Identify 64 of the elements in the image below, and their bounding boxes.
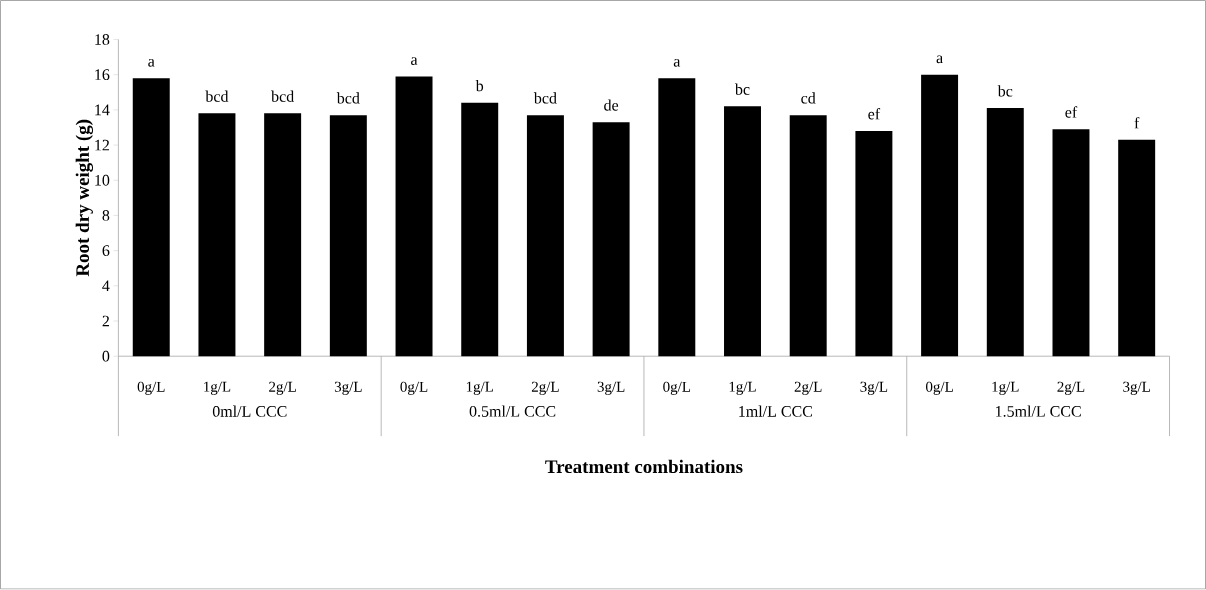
x-tick-label: 3g/L — [597, 381, 625, 396]
data-label: ef — [868, 108, 881, 120]
x-tick-label: 3g/L — [1123, 381, 1150, 396]
bar — [1118, 140, 1156, 357]
y-tick-label: 8 — [102, 210, 110, 222]
data-label: cd — [801, 92, 816, 104]
y-tick-label: 12 — [95, 140, 109, 151]
data-label: ef — [1065, 106, 1078, 118]
data-label: a — [673, 59, 681, 67]
bar — [724, 106, 761, 357]
x-tick-label: 1g/L — [466, 381, 493, 396]
x-tick-label: 2g/L — [794, 381, 822, 396]
bar — [789, 115, 827, 357]
y-tick-label: 18 — [95, 34, 110, 46]
text: 1ml/L CCC — [739, 405, 813, 418]
x-tick-label: 3g/L — [860, 381, 888, 396]
text: 1.5ml/L CCC — [996, 405, 1081, 418]
bar — [461, 103, 499, 357]
bar — [132, 78, 170, 357]
data-label: a — [936, 55, 943, 64]
x-tick-label: 0g/L — [400, 381, 428, 396]
x-tick-label: 2g/L — [1057, 381, 1085, 396]
x-tick-label: 0g/L — [926, 381, 953, 396]
y-tick-label: 2 — [102, 315, 109, 327]
y-tick-label: 14 — [95, 104, 110, 116]
data-label: bc — [734, 83, 750, 96]
data-label: b — [475, 80, 484, 92]
y-tick-label: 6 — [102, 245, 110, 257]
y-tick-label: 16 — [95, 69, 110, 81]
x-tick-label: 1g/L — [729, 381, 756, 396]
bar — [526, 115, 564, 357]
bar — [658, 78, 696, 357]
x-tick-label: 1g/L — [992, 381, 1019, 396]
x-tick-label: 3g/L — [334, 381, 362, 396]
x-tick-label: 1g/L — [204, 381, 231, 396]
bar — [264, 113, 302, 357]
x-tick-label: 2g/L — [269, 381, 296, 396]
y-tick-label: 10 — [95, 175, 110, 186]
data-label: a — [411, 57, 418, 66]
bar — [921, 74, 959, 357]
text: 0.5ml/L CCC — [469, 405, 556, 418]
bar — [329, 115, 367, 357]
bar — [855, 131, 893, 357]
x-axis-title: Treatment combinations — [545, 459, 743, 474]
data-label: a — [148, 59, 155, 67]
data-label: bc — [997, 85, 1013, 97]
bar — [395, 76, 433, 357]
data-label: bcd — [205, 90, 229, 103]
bar — [198, 113, 236, 357]
y-tick-label: 4 — [102, 280, 110, 292]
bar — [1052, 129, 1090, 357]
x-tick-label: 0g/L — [663, 381, 691, 396]
text: 0ml/L CCC — [212, 405, 287, 418]
bar — [986, 108, 1024, 357]
data-label: bcd — [533, 92, 557, 104]
data-label: bcd — [271, 90, 294, 103]
x-tick-label: 0g/L — [137, 381, 165, 396]
x-tick-label: 2g/L — [531, 381, 559, 396]
bar — [592, 122, 630, 357]
data-label: de — [604, 99, 619, 111]
data-label: bcd — [336, 92, 360, 104]
y-axis-title: Root dry weight (g) — [75, 120, 94, 277]
data-label: f — [1134, 117, 1140, 129]
y-tick-label: 0 — [102, 351, 110, 362]
